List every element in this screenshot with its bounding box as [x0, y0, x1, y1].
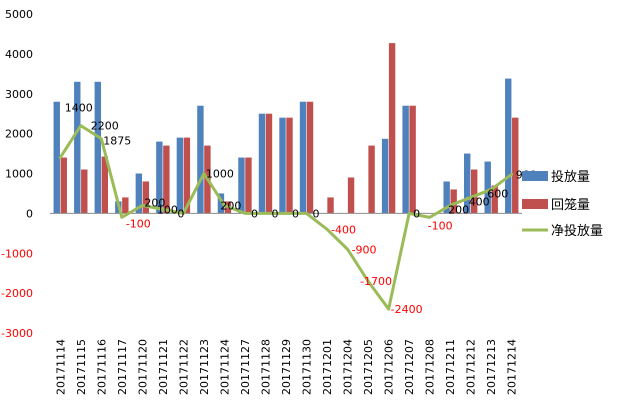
- bar-touliang: [300, 102, 306, 214]
- x-tick-label: 20171122: [177, 339, 190, 395]
- y-tick-label: -1000: [1, 247, 33, 260]
- x-tick-label: 20171213: [485, 339, 498, 395]
- bar-touliang: [279, 118, 285, 214]
- x-tick-label: 20171212: [465, 339, 478, 395]
- x-tick-label: 20171214: [506, 339, 519, 395]
- data-label: -1700: [360, 275, 392, 288]
- bar-huilong: [348, 177, 354, 213]
- bar-huilong: [409, 106, 415, 214]
- x-tick-label: 20171129: [280, 339, 293, 395]
- bar-series: [54, 43, 519, 213]
- bar-huilong: [81, 170, 87, 214]
- x-tick-label: 20171204: [342, 339, 355, 395]
- y-tick-label: 2000: [5, 128, 33, 141]
- y-tick-label: 1000: [5, 168, 33, 181]
- x-tick-label: 20171120: [136, 339, 149, 395]
- data-label: -900: [352, 243, 377, 256]
- bar-huilong: [245, 158, 251, 214]
- x-tick-label: 20171127: [239, 339, 252, 395]
- data-label: 0: [313, 207, 320, 220]
- data-label: 1000: [206, 168, 234, 181]
- data-label: 0: [413, 207, 420, 220]
- bar-huilong: [61, 158, 67, 214]
- x-tick-label: 20171206: [383, 339, 396, 395]
- x-tick-label: 20171208: [424, 339, 437, 395]
- data-label: 200: [220, 199, 241, 212]
- bar-huilong: [307, 102, 313, 214]
- x-tick-label: 20171207: [403, 339, 416, 395]
- bar-touliang: [177, 138, 183, 214]
- x-tick-label: 20171124: [218, 339, 231, 395]
- y-tick-label: -3000: [1, 327, 33, 340]
- data-label: -100: [126, 217, 151, 230]
- x-tick-label: 20171123: [198, 339, 211, 395]
- bar-touliang: [382, 139, 388, 214]
- y-axis-ticks: 5000 4000 3000 2000 1000 0 -1000 -2000 -3000: [1, 8, 33, 340]
- x-tick-label: 20171201: [321, 339, 334, 395]
- data-label: 2200: [91, 120, 119, 133]
- data-label: 0: [177, 207, 184, 220]
- bar-touliang: [402, 106, 408, 214]
- data-label: 0: [251, 207, 258, 220]
- bar-touliang: [197, 106, 203, 214]
- data-label: 200: [448, 203, 469, 216]
- legend-label: 净投放量: [551, 223, 603, 239]
- bar-huilong: [368, 146, 374, 214]
- y-tick-label: 3000: [5, 88, 33, 101]
- legend-swatch: [522, 199, 548, 209]
- data-label: 600: [487, 187, 508, 200]
- bar-huilong: [122, 197, 128, 213]
- x-tick-label: 20171211: [444, 339, 457, 395]
- bar-touliang: [259, 114, 265, 214]
- data-label: 0: [271, 207, 278, 220]
- bar-huilong: [389, 43, 395, 213]
- legend-swatch: [522, 171, 548, 181]
- legend-label: 投放量: [551, 169, 590, 185]
- bar-huilong: [286, 118, 292, 214]
- y-tick-label: 0: [26, 207, 33, 220]
- x-axis-ticks: 20171114 20171115 20171116 20171117 20171120…: [54, 339, 518, 395]
- bar-huilong: [512, 118, 518, 214]
- bar-huilong: [327, 197, 333, 213]
- data-label: 1875: [103, 135, 131, 148]
- bar-huilong: [266, 114, 272, 214]
- y-tick-label: 5000: [5, 8, 33, 21]
- y-tick-label: 4000: [5, 48, 33, 61]
- x-tick-label: 20171205: [362, 339, 375, 395]
- data-label: 0: [292, 207, 299, 220]
- x-tick-label: 20171116: [95, 339, 108, 395]
- x-tick-label: 20171115: [75, 339, 88, 395]
- data-label: 100: [157, 203, 178, 216]
- x-tick-label: 20171114: [54, 339, 67, 395]
- data-label: -2400: [391, 303, 423, 316]
- x-tick-label: 20171128: [259, 339, 272, 395]
- x-tick-label: 20171117: [116, 339, 129, 395]
- x-tick-label: 20171121: [157, 339, 170, 395]
- data-label: -100: [428, 219, 453, 232]
- bar-touliang: [95, 82, 101, 214]
- data-label: 1400: [65, 102, 93, 115]
- y-tick-label: -2000: [1, 287, 33, 300]
- data-label: -400: [331, 223, 356, 236]
- legend-label: 回笼量: [551, 197, 590, 213]
- x-tick-label: 20171130: [301, 339, 314, 395]
